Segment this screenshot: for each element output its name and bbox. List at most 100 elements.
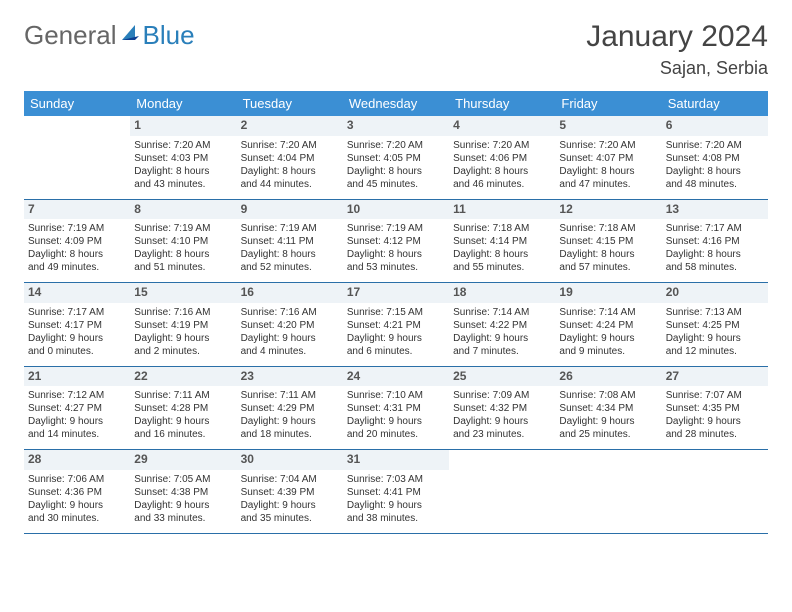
day-number: 10 <box>343 200 449 220</box>
daylight-text-1: Daylight: 9 hours <box>347 332 445 345</box>
sunset-text: Sunset: 4:22 PM <box>453 319 551 332</box>
sunrise-text: Sunrise: 7:13 AM <box>666 306 764 319</box>
calendar-day-cell: 30Sunrise: 7:04 AMSunset: 4:39 PMDayligh… <box>237 450 343 534</box>
weekday-header: Tuesday <box>237 91 343 116</box>
daylight-text-2: and 44 minutes. <box>241 178 339 191</box>
calendar-day-cell: 31Sunrise: 7:03 AMSunset: 4:41 PMDayligh… <box>343 450 449 534</box>
weekday-header: Wednesday <box>343 91 449 116</box>
daylight-text-2: and 18 minutes. <box>241 428 339 441</box>
sunset-text: Sunset: 4:21 PM <box>347 319 445 332</box>
daylight-text-1: Daylight: 9 hours <box>347 415 445 428</box>
sunrise-text: Sunrise: 7:11 AM <box>241 389 339 402</box>
daylight-text-2: and 33 minutes. <box>134 512 232 525</box>
calendar-day-cell: 26Sunrise: 7:08 AMSunset: 4:34 PMDayligh… <box>555 366 661 450</box>
sunset-text: Sunset: 4:14 PM <box>453 235 551 248</box>
daylight-text-2: and 25 minutes. <box>559 428 657 441</box>
sunset-text: Sunset: 4:17 PM <box>28 319 126 332</box>
daylight-text-2: and 30 minutes. <box>28 512 126 525</box>
daylight-text-1: Daylight: 9 hours <box>28 499 126 512</box>
day-number: 9 <box>237 200 343 220</box>
sunset-text: Sunset: 4:20 PM <box>241 319 339 332</box>
calendar-table: SundayMondayTuesdayWednesdayThursdayFrid… <box>24 91 768 534</box>
sunrise-text: Sunrise: 7:06 AM <box>28 473 126 486</box>
sunrise-text: Sunrise: 7:20 AM <box>134 139 232 152</box>
day-number: 27 <box>662 367 768 387</box>
calendar-day-cell: 2Sunrise: 7:20 AMSunset: 4:04 PMDaylight… <box>237 116 343 199</box>
calendar-day-cell: 18Sunrise: 7:14 AMSunset: 4:22 PMDayligh… <box>449 283 555 367</box>
day-number: 20 <box>662 283 768 303</box>
sunset-text: Sunset: 4:32 PM <box>453 402 551 415</box>
daylight-text-2: and 2 minutes. <box>134 345 232 358</box>
calendar-day-cell: 28Sunrise: 7:06 AMSunset: 4:36 PMDayligh… <box>24 450 130 534</box>
sunset-text: Sunset: 4:19 PM <box>134 319 232 332</box>
daylight-text-2: and 43 minutes. <box>134 178 232 191</box>
daylight-text-1: Daylight: 9 hours <box>241 499 339 512</box>
daylight-text-1: Daylight: 8 hours <box>241 248 339 261</box>
sunset-text: Sunset: 4:16 PM <box>666 235 764 248</box>
calendar-day-cell: 1Sunrise: 7:20 AMSunset: 4:03 PMDaylight… <box>130 116 236 199</box>
daylight-text-2: and 51 minutes. <box>134 261 232 274</box>
daylight-text-2: and 53 minutes. <box>347 261 445 274</box>
calendar-day-cell: . <box>662 450 768 534</box>
daylight-text-1: Daylight: 8 hours <box>134 165 232 178</box>
calendar-day-cell: 20Sunrise: 7:13 AMSunset: 4:25 PMDayligh… <box>662 283 768 367</box>
sunset-text: Sunset: 4:34 PM <box>559 402 657 415</box>
weekday-header: Saturday <box>662 91 768 116</box>
sunset-text: Sunset: 4:39 PM <box>241 486 339 499</box>
day-number: 19 <box>555 283 661 303</box>
day-number: 26 <box>555 367 661 387</box>
calendar-day-cell: 17Sunrise: 7:15 AMSunset: 4:21 PMDayligh… <box>343 283 449 367</box>
sunset-text: Sunset: 4:10 PM <box>134 235 232 248</box>
daylight-text-2: and 0 minutes. <box>28 345 126 358</box>
daylight-text-1: Daylight: 8 hours <box>666 248 764 261</box>
sunrise-text: Sunrise: 7:18 AM <box>559 222 657 235</box>
calendar-day-cell: 16Sunrise: 7:16 AMSunset: 4:20 PMDayligh… <box>237 283 343 367</box>
sunrise-text: Sunrise: 7:19 AM <box>28 222 126 235</box>
sunrise-text: Sunrise: 7:19 AM <box>241 222 339 235</box>
day-number: 13 <box>662 200 768 220</box>
sunset-text: Sunset: 4:36 PM <box>28 486 126 499</box>
sunrise-text: Sunrise: 7:16 AM <box>134 306 232 319</box>
day-number: 6 <box>662 116 768 136</box>
calendar-day-cell: . <box>24 116 130 199</box>
daylight-text-2: and 6 minutes. <box>347 345 445 358</box>
weekday-header: Monday <box>130 91 236 116</box>
daylight-text-2: and 7 minutes. <box>453 345 551 358</box>
calendar-day-cell: 27Sunrise: 7:07 AMSunset: 4:35 PMDayligh… <box>662 366 768 450</box>
daylight-text-1: Daylight: 9 hours <box>134 332 232 345</box>
daylight-text-2: and 49 minutes. <box>28 261 126 274</box>
daylight-text-1: Daylight: 8 hours <box>28 248 126 261</box>
sunset-text: Sunset: 4:03 PM <box>134 152 232 165</box>
day-number: 24 <box>343 367 449 387</box>
sunset-text: Sunset: 4:11 PM <box>241 235 339 248</box>
daylight-text-2: and 47 minutes. <box>559 178 657 191</box>
daylight-text-2: and 23 minutes. <box>453 428 551 441</box>
sunset-text: Sunset: 4:31 PM <box>347 402 445 415</box>
header: General Blue January 2024 Sajan, Serbia <box>24 20 768 79</box>
daylight-text-1: Daylight: 8 hours <box>559 165 657 178</box>
calendar-day-cell: 12Sunrise: 7:18 AMSunset: 4:15 PMDayligh… <box>555 199 661 283</box>
daylight-text-1: Daylight: 9 hours <box>28 332 126 345</box>
sunset-text: Sunset: 4:09 PM <box>28 235 126 248</box>
sunrise-text: Sunrise: 7:14 AM <box>453 306 551 319</box>
calendar-day-cell: 8Sunrise: 7:19 AMSunset: 4:10 PMDaylight… <box>130 199 236 283</box>
daylight-text-1: Daylight: 9 hours <box>559 332 657 345</box>
calendar-day-cell: 9 Sunrise: 7:19 AMSunset: 4:11 PMDaylight… <box>237 199 343 283</box>
daylight-text-2: and 35 minutes. <box>241 512 339 525</box>
day-number: 21 <box>24 367 130 387</box>
day-number: 14 <box>24 283 130 303</box>
calendar-day-cell: 4Sunrise: 7:20 AMSunset: 4:06 PMDaylight… <box>449 116 555 199</box>
daylight-text-1: Daylight: 9 hours <box>134 499 232 512</box>
daylight-text-1: Daylight: 9 hours <box>241 332 339 345</box>
daylight-text-1: Daylight: 8 hours <box>559 248 657 261</box>
daylight-text-1: Daylight: 9 hours <box>134 415 232 428</box>
calendar-day-cell: 5Sunrise: 7:20 AMSunset: 4:07 PMDaylight… <box>555 116 661 199</box>
daylight-text-1: Daylight: 9 hours <box>347 499 445 512</box>
sunrise-text: Sunrise: 7:15 AM <box>347 306 445 319</box>
calendar-day-cell: 15Sunrise: 7:16 AMSunset: 4:19 PMDayligh… <box>130 283 236 367</box>
calendar-week-row: 21Sunrise: 7:12 AMSunset: 4:27 PMDayligh… <box>24 366 768 450</box>
daylight-text-2: and 16 minutes. <box>134 428 232 441</box>
sunset-text: Sunset: 4:04 PM <box>241 152 339 165</box>
calendar-week-row: 14Sunrise: 7:17 AMSunset: 4:17 PMDayligh… <box>24 283 768 367</box>
sunrise-text: Sunrise: 7:14 AM <box>559 306 657 319</box>
